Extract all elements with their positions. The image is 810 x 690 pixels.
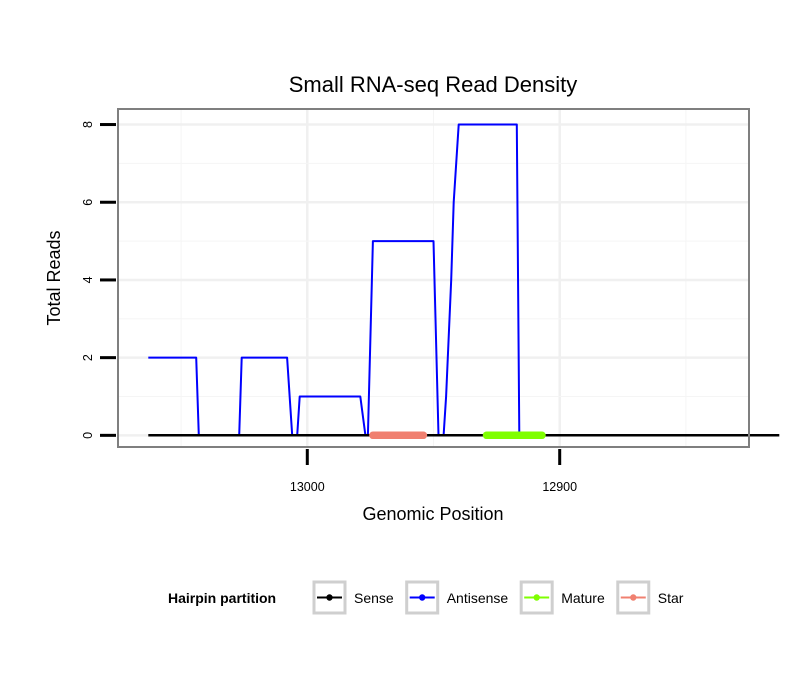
plot-frame <box>117 108 750 448</box>
legend-key-dot <box>630 594 637 601</box>
legend-label: Mature <box>561 590 605 606</box>
legend-key-dot <box>326 594 333 601</box>
y-axis: 0 2 4 6 8 <box>81 121 116 439</box>
legend-key-dot <box>533 594 540 601</box>
series-layer <box>148 123 780 440</box>
y-axis-title: Total Reads <box>44 230 64 325</box>
x-tick-label: 13000 <box>290 480 325 494</box>
legend-label: Star <box>658 590 684 606</box>
y-tick-label: 4 <box>81 276 95 283</box>
legend-item-antisense: Antisense <box>405 580 509 615</box>
legend-key-dot <box>419 594 426 601</box>
y-tick-label: 8 <box>81 121 95 128</box>
x-axis: 13000 12900 <box>290 449 577 494</box>
legend-item-star: Star <box>616 580 684 615</box>
x-axis-title: Genomic Position <box>362 504 503 524</box>
legend-label: Sense <box>354 590 394 606</box>
legend-item-sense: Sense <box>312 580 394 615</box>
chart-title: Small RNA-seq Read Density <box>289 72 578 97</box>
legend-item-mature: Mature <box>519 580 605 615</box>
x-tick-label: 12900 <box>542 480 577 494</box>
legend-label: Antisense <box>447 590 509 606</box>
legend: Hairpin partition Sense Antisense Mature St… <box>168 580 684 615</box>
y-tick-label: 0 <box>81 432 95 439</box>
y-tick-label: 6 <box>81 199 95 206</box>
legend-title: Hairpin partition <box>168 590 276 606</box>
y-tick-label: 2 <box>81 354 95 361</box>
